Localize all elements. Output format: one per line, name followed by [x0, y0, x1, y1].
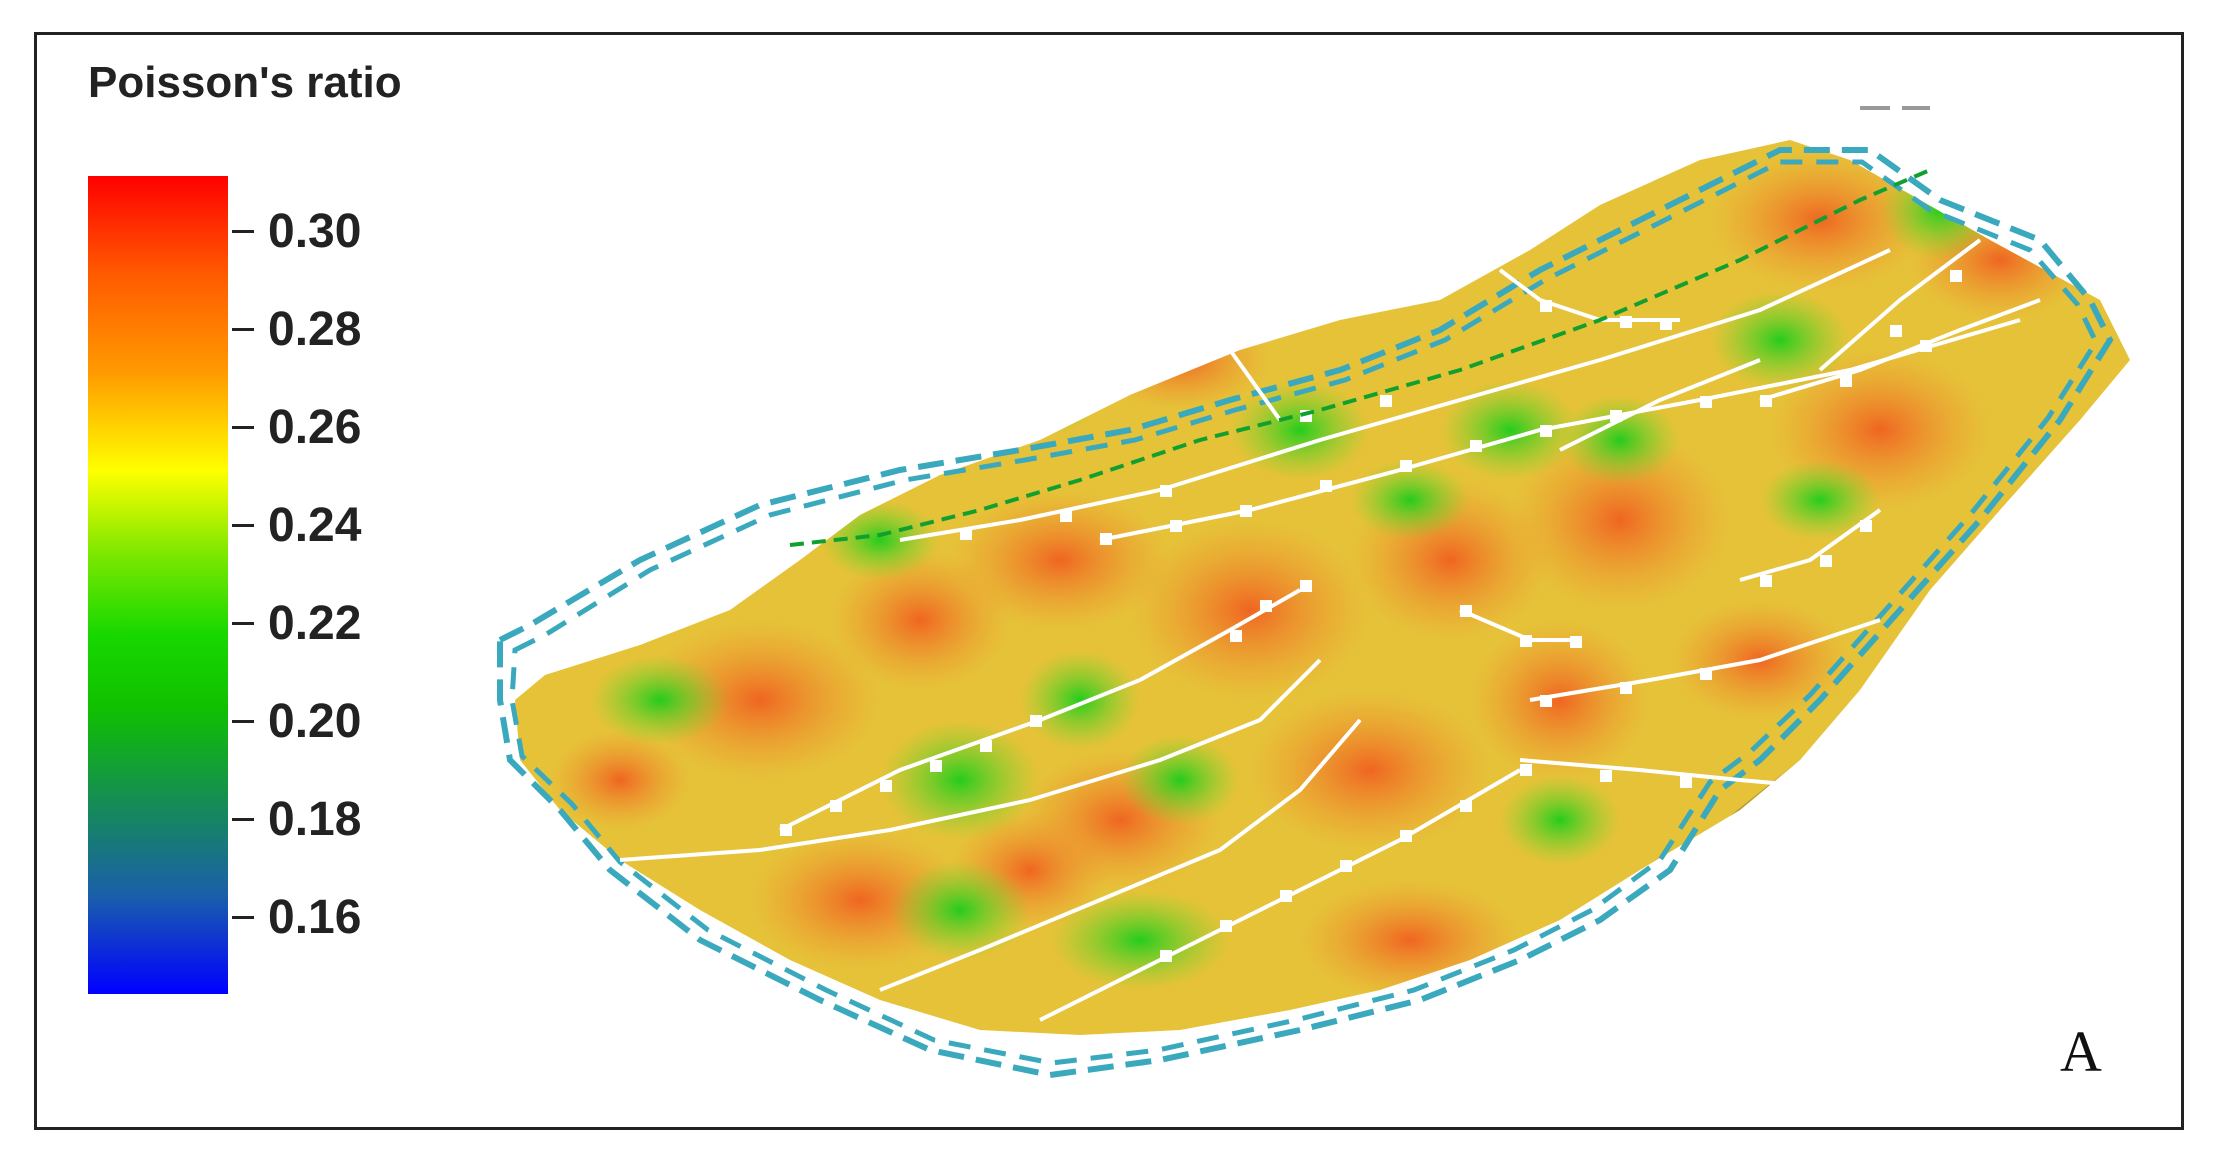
colorbar-tick	[232, 916, 254, 919]
panel-label: A	[2060, 1019, 2102, 1084]
colorbar-tick-label: 0.30	[268, 205, 362, 258]
track-markers	[780, 270, 1962, 962]
colorbar-tick-label: 0.16	[268, 891, 362, 944]
colorbar-tick-label: 0.22	[268, 597, 362, 650]
boundary-inner	[509, 159, 2099, 1066]
colorbar-tick	[232, 524, 254, 527]
green-track	[789, 168, 1931, 547]
boundary-outer	[497, 147, 2114, 1079]
colorbar-tick-label: 0.20	[268, 695, 362, 748]
colorbar-tick	[232, 818, 254, 821]
colorbar-tick-label: 0.26	[268, 401, 362, 454]
legend-title: Poisson's ratio	[88, 58, 402, 107]
colorbar-tick	[232, 720, 254, 723]
figure-frame	[34, 32, 2184, 1130]
colorbar-tick	[232, 230, 254, 233]
colorbar-tick-label: 0.18	[268, 793, 362, 846]
colorbar-tick	[232, 426, 254, 429]
colorbar-tick	[232, 622, 254, 625]
colorbar-tick-label: 0.24	[268, 499, 362, 552]
colorbar-tick	[232, 328, 254, 331]
colorbar	[88, 176, 228, 994]
map-texture	[550, 150, 2130, 1000]
colorbar-tick-label: 0.28	[268, 303, 362, 356]
